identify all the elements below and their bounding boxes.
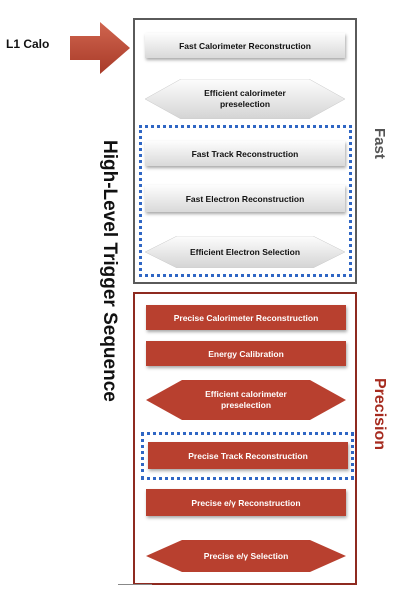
fast-tracking-group	[139, 125, 352, 277]
fast-track-reco-step: Fast Track Reconstruction	[145, 141, 345, 166]
fast-label: Fast	[371, 128, 388, 159]
fast-calo-presel-label: Efficient calorimeter preselection	[204, 88, 286, 109]
precision-stage-frame	[133, 292, 357, 585]
hlt-sequence-label: High-Level Trigger Sequence	[99, 140, 120, 402]
precise-egamma-sel-label: Precise e/γ Selection	[203, 550, 289, 561]
precise-egamma-sel-step: Precise e/γ Selection	[146, 540, 346, 572]
fast-calo-presel-step: Efficient calorimeter preselection	[145, 79, 345, 119]
precise-track-reco-step: Precise Track Reconstruction	[148, 442, 348, 469]
l1-calo-label: L1 Calo	[6, 37, 50, 51]
fast-calo-reco-step: Fast Calorimeter Reconstruction	[145, 33, 345, 58]
precise-calo-presel-label: Efficient calorimeter preselection	[205, 389, 287, 410]
energy-calibration-step: Energy Calibration	[146, 341, 346, 366]
precise-tracking-group	[141, 432, 354, 480]
precise-calo-presel-step: Efficient calorimeter preselection	[146, 380, 346, 420]
precision-label: Precision	[371, 378, 388, 451]
fast-electron-sel-step: Efficient Electron Selection	[145, 236, 345, 268]
input-arrow-icon	[70, 22, 130, 74]
fast-electron-sel-label: Efficient Electron Selection	[189, 246, 301, 257]
precise-calo-reco-step: Precise Calorimeter Reconstruction	[146, 305, 346, 330]
fast-stage-frame	[133, 18, 357, 284]
precise-egamma-reco-step: Precise e/γ Reconstruction	[146, 489, 346, 516]
bottom-divider	[118, 584, 152, 585]
fast-electron-reco-step: Fast Electron Reconstruction	[145, 185, 345, 212]
